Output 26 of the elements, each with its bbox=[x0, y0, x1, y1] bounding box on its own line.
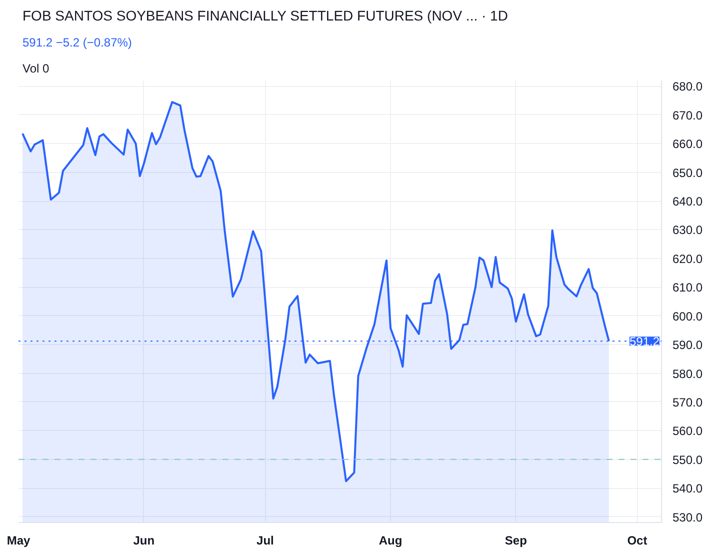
y-tick-label: 680.0 bbox=[672, 80, 703, 94]
y-tick-label: 630.0 bbox=[672, 223, 703, 238]
y-tick-label: 540.0 bbox=[672, 482, 703, 496]
y-tick-label: 600.0 bbox=[672, 309, 703, 324]
y-tick-label: 640.0 bbox=[672, 194, 703, 209]
y-tick-label: 580.0 bbox=[672, 366, 703, 381]
y-tick-label: 590.0 bbox=[672, 338, 703, 352]
text: Vol 0 bbox=[22, 62, 50, 76]
y-tick-label: 620.0 bbox=[672, 252, 703, 266]
y-tick-label: 560.0 bbox=[672, 424, 703, 438]
y-tick-label: 570.0 bbox=[672, 395, 703, 410]
x-tick-label: Aug bbox=[378, 534, 402, 548]
x-tick-label: Oct bbox=[627, 534, 648, 548]
x-tick-label: Jul bbox=[256, 534, 274, 548]
y-tick-label: 660.0 bbox=[672, 137, 703, 152]
ref-line-label: 591.2 bbox=[629, 334, 660, 349]
x-tick-label: May bbox=[6, 534, 30, 548]
y-tick-label: 530.0 bbox=[672, 510, 703, 524]
y-tick-label: 610.0 bbox=[672, 280, 703, 295]
y-tick-label: 670.0 bbox=[672, 108, 703, 122]
text: 591.2 −5.2 (−0.87%) bbox=[22, 36, 132, 50]
x-tick-label: Jun bbox=[133, 534, 155, 548]
y-tick-label: 650.0 bbox=[672, 166, 703, 180]
chart-title: FOB SANTOS SOYBEANS FINANCIALLY SETTLED FUTURES (NOV ... · 1D bbox=[22, 8, 508, 24]
y-tick-label: 550.0 bbox=[672, 452, 703, 467]
x-tick-label: Sep bbox=[504, 534, 527, 548]
